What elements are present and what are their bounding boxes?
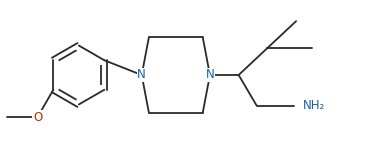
Text: N: N (206, 69, 214, 81)
Text: N: N (137, 69, 146, 81)
Text: O: O (33, 111, 42, 123)
Text: NH₂: NH₂ (303, 99, 325, 112)
